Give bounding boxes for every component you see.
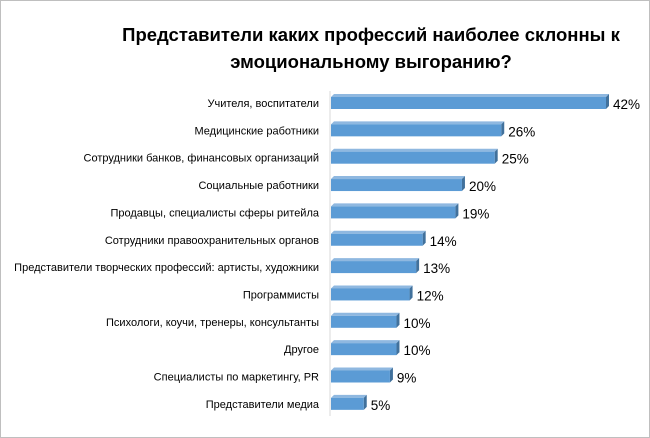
bar-side-face xyxy=(389,367,393,383)
bar-side-face xyxy=(461,176,465,192)
category-label: Другое xyxy=(284,344,319,356)
category-label: Представители творческих профессий: арти… xyxy=(14,262,319,274)
value-label: 10% xyxy=(403,316,430,331)
bar xyxy=(331,343,397,356)
value-label: 5% xyxy=(371,398,391,413)
category-label: Сотрудники правоохранительных органов xyxy=(105,235,319,247)
bar-top-face xyxy=(331,340,400,344)
bar-top-face xyxy=(331,285,413,289)
bar xyxy=(331,315,397,328)
bar-side-face xyxy=(396,312,400,328)
bar-side-face xyxy=(416,258,420,274)
bar-top-face xyxy=(331,312,400,316)
category-label: Психологи, коучи, тренеры, консультанты xyxy=(106,317,319,329)
value-label: 19% xyxy=(462,206,489,221)
chart-title-line-1: Представители каких профессий наиболее с… xyxy=(122,24,620,45)
category-label: Учителя, воспитатели xyxy=(208,98,319,110)
bar xyxy=(331,370,390,383)
bar-side-face xyxy=(455,203,459,219)
bar-side-face xyxy=(494,148,498,164)
value-label: 12% xyxy=(417,288,444,303)
value-label: 10% xyxy=(403,343,430,358)
bar-top-face xyxy=(331,121,505,125)
bar-side-face xyxy=(606,94,609,109)
value-label: 25% xyxy=(502,152,529,167)
category-label: Социальные работники xyxy=(198,180,319,192)
bar-top-face xyxy=(331,148,498,152)
bar-top-face xyxy=(331,203,459,207)
bar-top-face xyxy=(331,394,367,398)
value-label: 13% xyxy=(423,261,450,276)
bar-top-face xyxy=(331,94,609,97)
bar-side-face xyxy=(501,121,505,137)
category-label: Представители медиа xyxy=(206,399,320,411)
bar xyxy=(331,151,495,164)
bar-side-face xyxy=(363,394,367,410)
bar-top-face xyxy=(331,230,426,234)
chart-title: Представители каких профессий наиболее с… xyxy=(91,21,649,75)
value-label: 14% xyxy=(430,234,457,249)
bar-side-face xyxy=(422,230,426,246)
bar xyxy=(331,261,417,274)
bar-side-face xyxy=(409,285,413,301)
bar xyxy=(331,97,606,109)
category-label: Медицинские работники xyxy=(194,125,319,137)
category-label: Сотрудники банков, финансовых организаци… xyxy=(84,153,320,165)
value-label: 9% xyxy=(397,371,417,386)
bar xyxy=(331,288,410,301)
bar-side-face xyxy=(396,340,400,356)
value-label: 42% xyxy=(613,97,640,112)
bar-top-face xyxy=(331,367,393,371)
category-label: Программисты xyxy=(243,289,319,301)
value-label: 20% xyxy=(469,179,496,194)
bar xyxy=(331,206,456,219)
bar xyxy=(331,179,462,192)
bar-top-face xyxy=(331,176,465,180)
category-label: Продавцы, специалисты сферы ритейла xyxy=(110,207,319,219)
category-label: Специалисты по маркетингу, PR xyxy=(154,372,319,384)
bar-top-face xyxy=(331,258,420,262)
bar xyxy=(331,397,364,410)
chart-title-line-2: эмоциональному выгоранию? xyxy=(230,51,512,72)
bar xyxy=(331,233,423,246)
bar xyxy=(331,124,502,137)
value-label: 26% xyxy=(508,124,535,139)
